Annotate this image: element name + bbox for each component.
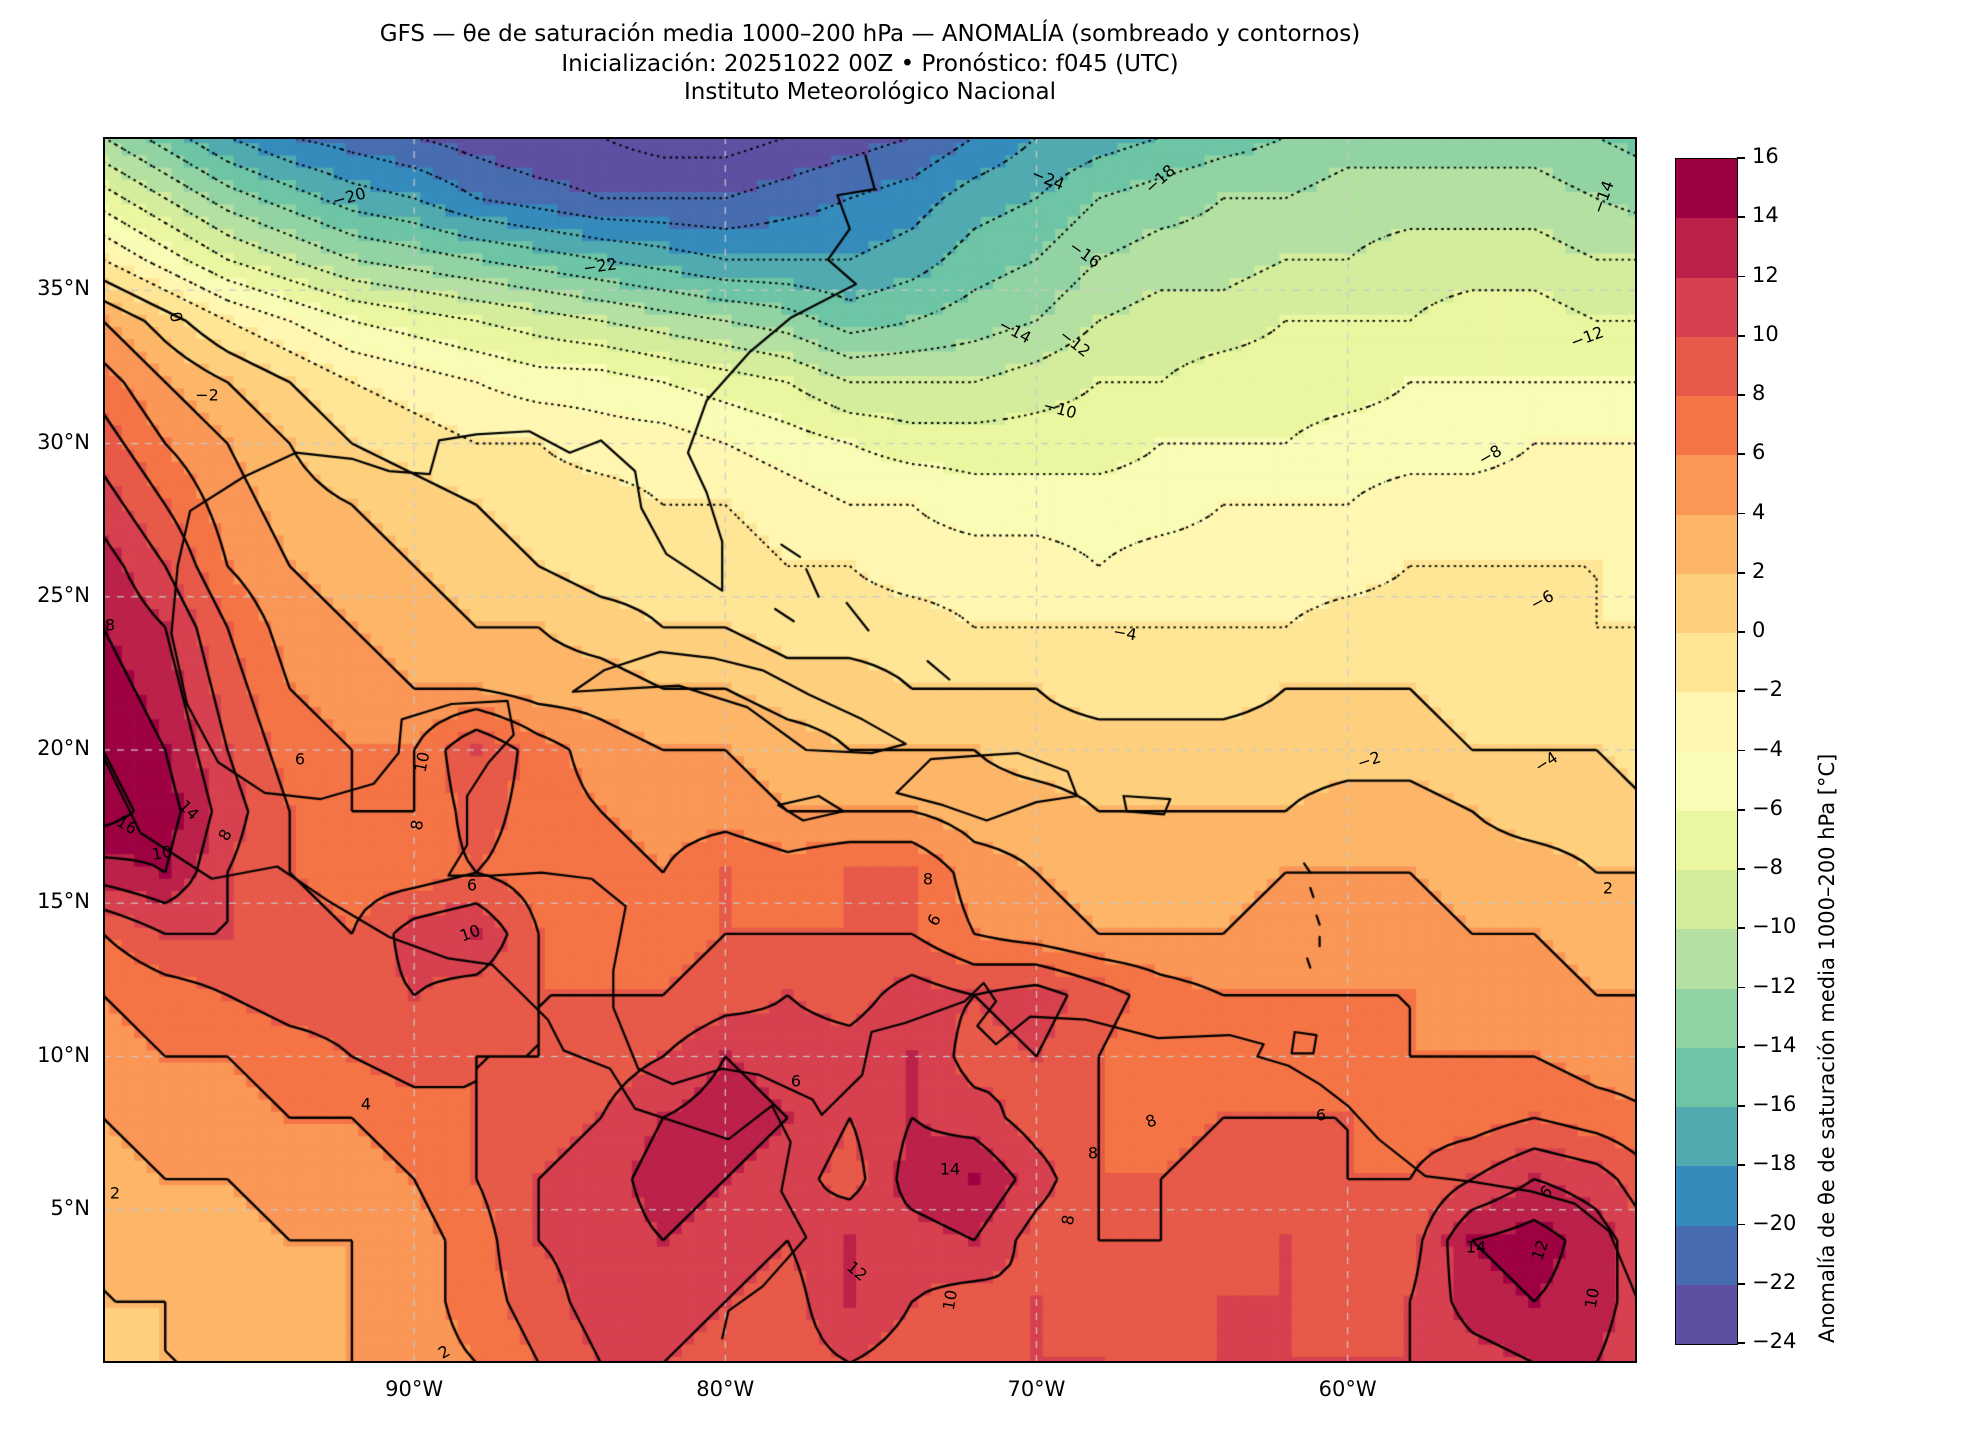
- contour-label: 8: [922, 869, 934, 889]
- colorbar-tick: [1737, 512, 1745, 515]
- colorbar-segment: [1676, 1166, 1737, 1226]
- colorbar-tick: [1737, 394, 1745, 396]
- colorbar-tick: [1737, 690, 1745, 693]
- y-axis-tick-label: 20°N: [37, 736, 90, 760]
- contour-label: −2: [195, 385, 219, 405]
- colorbar-tick-label: 2: [1752, 558, 1766, 583]
- colorbar-tick-label: 10: [1752, 321, 1779, 346]
- colorbar-tick-label: −18: [1752, 1151, 1797, 1176]
- colorbar-tick: [1737, 1342, 1745, 1344]
- colorbar-tick: [1737, 868, 1745, 870]
- contour-label: 6: [294, 749, 306, 769]
- colorbar-tick: [1737, 571, 1745, 574]
- colorbar-tick-label: −16: [1752, 1092, 1797, 1116]
- colorbar-segment: [1676, 810, 1737, 870]
- colorbar-segment: [1676, 929, 1737, 989]
- colorbar-tick-label: 6: [1752, 440, 1766, 465]
- colorbar-tick: [1737, 927, 1745, 930]
- colorbar-segment: [1676, 396, 1737, 456]
- contour-label: 4: [360, 1094, 372, 1114]
- colorbar-tick-label: −14: [1752, 1032, 1797, 1057]
- contour-label: 10: [1580, 1286, 1604, 1310]
- chart-subtitle-institution: Instituto Meteorológico Nacional: [684, 79, 1056, 105]
- colorbar-segment: [1676, 218, 1737, 278]
- colorbar-tick-label: 12: [1752, 262, 1779, 287]
- anomaly-field-canvas: [103, 137, 1637, 1363]
- colorbar-segment: [1676, 336, 1737, 396]
- colorbar-segment: [1676, 1225, 1737, 1285]
- y-axis-tick-label: 30°N: [37, 429, 90, 454]
- y-axis-tick-label: 35°N: [37, 276, 90, 301]
- colorbar-segment: [1676, 633, 1737, 693]
- contour-label: −4: [1111, 621, 1139, 645]
- contour-label: 14: [939, 1159, 961, 1179]
- contour-label: 6: [790, 1071, 802, 1091]
- contour-label: 8: [104, 615, 116, 635]
- colorbar-tick: [1737, 1164, 1745, 1167]
- x-axis-tick-label: 80°W: [696, 1377, 755, 1401]
- colorbar-tick-label: 0: [1752, 618, 1766, 642]
- colorbar-tick: [1737, 216, 1745, 219]
- colorbar-tick: [1737, 157, 1745, 159]
- colorbar-tick-label: −24: [1752, 1329, 1797, 1353]
- colorbar-segment: [1676, 1107, 1737, 1167]
- colorbar-tick-label: −4: [1752, 736, 1783, 761]
- x-axis-tick-label: 90°W: [385, 1377, 444, 1401]
- chart-subtitle-init-forecast: Inicialización: 20251022 00Z • Pronóstic…: [561, 51, 1179, 77]
- colorbar-tick: [1737, 808, 1745, 811]
- colorbar-title: Anomalía de θe de saturación media 1000–…: [1815, 753, 1839, 1343]
- colorbar-tick: [1737, 334, 1745, 337]
- colorbar-segment: [1676, 455, 1737, 515]
- colorbar-segment: [1676, 692, 1737, 752]
- colorbar-tick-label: 14: [1752, 203, 1779, 228]
- contour-label: 2: [1602, 878, 1614, 898]
- colorbar-tick: [1737, 275, 1745, 278]
- contour-label: 6: [466, 875, 478, 895]
- colorbar-segment: [1676, 573, 1737, 633]
- colorbar-tick: [1737, 749, 1745, 752]
- map-plot-area: −20 −22 −24 −18 −16 −14 −12 −10 −14 −12 −8 −6 −4 −4 −2…: [103, 137, 1637, 1363]
- contour-label: 10: [938, 1288, 962, 1312]
- colorbar-segment: [1676, 159, 1737, 219]
- colorbar-segment: [1676, 751, 1737, 811]
- chart-title: GFS — θe de saturación media 1000–200 hP…: [379, 21, 1361, 47]
- colorbar-tick: [1737, 1223, 1745, 1226]
- y-axis-tick-label: 15°N: [37, 889, 90, 914]
- colorbar-segment: [1676, 870, 1737, 930]
- colorbar-segment: [1676, 277, 1737, 337]
- y-axis-tick-label: 10°N: [37, 1042, 90, 1067]
- contour-label: 8: [1087, 1143, 1099, 1163]
- colorbar-tick-label: −2: [1752, 677, 1783, 702]
- x-axis-tick-label: 70°W: [1007, 1377, 1066, 1401]
- colorbar-tick: [1737, 986, 1745, 989]
- contour-label: 10: [150, 841, 174, 865]
- colorbar: [1675, 158, 1738, 1345]
- colorbar-tick-label: −10: [1752, 914, 1797, 939]
- colorbar-tick: [1737, 453, 1745, 456]
- colorbar-tick: [1737, 631, 1745, 633]
- colorbar-tick-label: −20: [1752, 1210, 1797, 1235]
- contour-label: 6: [1315, 1105, 1327, 1125]
- colorbar-tick-label: −6: [1752, 795, 1783, 820]
- colorbar-tick-label: 4: [1752, 499, 1766, 524]
- colorbar-segment: [1676, 514, 1737, 574]
- x-axis-tick-label: 60°W: [1318, 1377, 1377, 1401]
- colorbar-tick: [1737, 1045, 1745, 1048]
- colorbar-tick-label: −8: [1752, 855, 1783, 879]
- colorbar-tick-label: 8: [1752, 381, 1766, 405]
- contour-label: 14: [1465, 1237, 1487, 1257]
- colorbar-segment: [1676, 1047, 1737, 1107]
- y-axis-tick-label: 25°N: [37, 582, 90, 607]
- colorbar-tick-label: 16: [1752, 144, 1779, 168]
- colorbar-tick: [1737, 1282, 1745, 1285]
- colorbar-tick: [1737, 1105, 1745, 1107]
- colorbar-segment: [1676, 1284, 1737, 1344]
- y-axis-tick-label: 5°N: [50, 1195, 90, 1220]
- contour-label: 2: [109, 1183, 121, 1203]
- colorbar-tick-label: −22: [1752, 1269, 1797, 1294]
- colorbar-segment: [1676, 988, 1737, 1048]
- colorbar-tick-label: −12: [1752, 973, 1797, 998]
